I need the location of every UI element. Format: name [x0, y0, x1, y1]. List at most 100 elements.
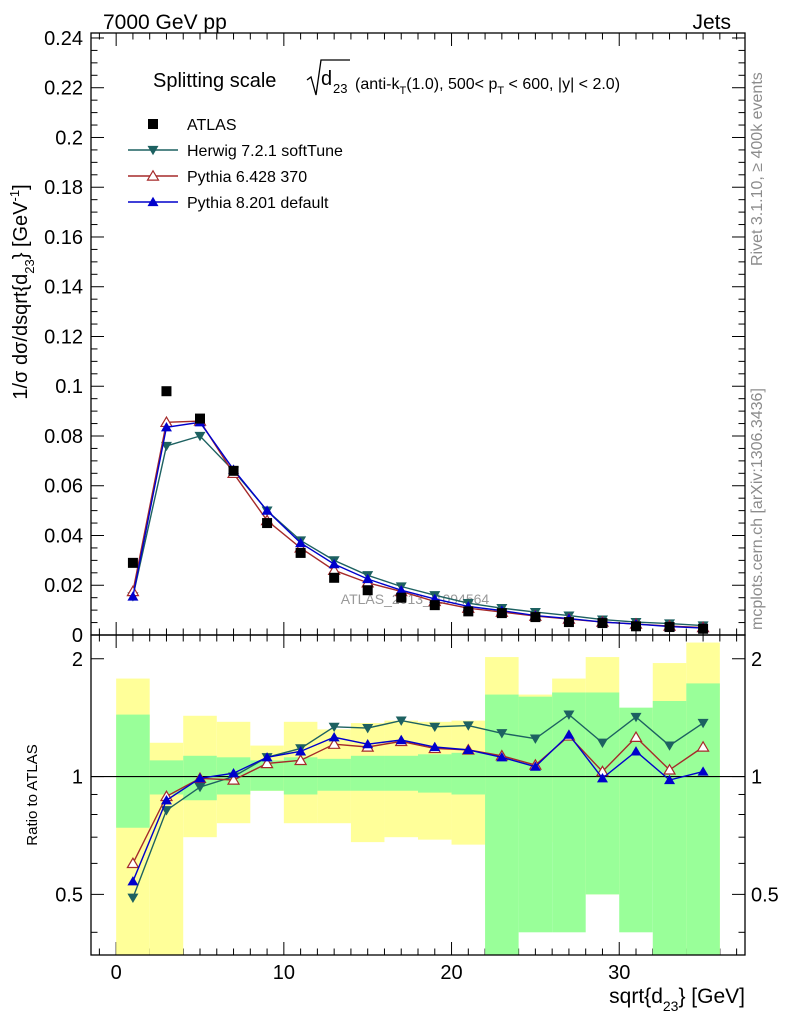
data-point	[463, 606, 474, 617]
x-tick-label: 10	[273, 962, 295, 984]
legend-label: Pythia 8.201 default	[187, 195, 329, 212]
ratio-band-inner	[686, 683, 720, 955]
ratio-band-inner	[652, 700, 687, 955]
ratio-point	[127, 893, 139, 904]
legend-label: Pythia 6.428 370	[187, 169, 307, 186]
y-tick-label: 0.14	[44, 277, 83, 299]
ratio-point	[529, 761, 541, 771]
x-tick-label: 30	[608, 962, 630, 984]
ratio-point	[462, 721, 474, 731]
ratio-point	[429, 741, 441, 752]
ratio-point	[395, 716, 407, 726]
series-line	[132, 421, 704, 629]
ratio-point	[630, 712, 642, 723]
title-symbol-sub: 23	[333, 81, 347, 96]
y-axis-label: 1/σ dσ/dsqrt{d23} [GeV-1]	[7, 184, 37, 399]
ratio-line	[132, 734, 704, 864]
series-point	[295, 537, 307, 548]
series-point	[395, 584, 407, 595]
legend-marker	[147, 196, 159, 207]
data-point	[664, 622, 675, 633]
series-point	[160, 422, 172, 432]
legend: ATLAS Herwig 7.2.1 softTune Pythia 6.428 3…	[128, 117, 343, 212]
data-point	[396, 592, 407, 603]
title-cond-part: T	[399, 85, 406, 97]
ratio-point	[260, 757, 274, 769]
ratio-tick-label: 1	[72, 767, 83, 789]
legend-marker	[147, 145, 159, 156]
main-panel: ATLAS_2013_I1094564	[90, 32, 746, 955]
legend-label-data: ATLAS	[187, 117, 237, 134]
ratio-point	[294, 753, 308, 766]
y-tick-label: 0.24	[44, 28, 83, 50]
y-tick-label: 0.12	[44, 326, 83, 348]
data-point	[563, 617, 574, 628]
series-point	[127, 591, 139, 601]
title-cond-part: T	[497, 85, 504, 97]
ratio-line	[132, 713, 704, 899]
ratio-point	[160, 795, 172, 805]
ratio-tick-label-right: 1	[751, 767, 762, 789]
ratio-point	[362, 723, 374, 734]
ratio-point	[496, 752, 508, 762]
x-tick-label: 0	[111, 962, 122, 984]
data-point	[228, 465, 239, 476]
ratio-point	[295, 746, 307, 756]
data-point	[262, 518, 273, 529]
ratio-point	[462, 744, 474, 755]
title-cond-part: (1.0), 500< p	[406, 76, 497, 93]
ratio-point	[261, 752, 273, 762]
ratio-band-inner	[317, 758, 351, 791]
axis-labels: 0 10 20 30 0 0.02 0.04 0.06 0.08 0.1 0.12 0.14 0.16 0…	[7, 28, 779, 1014]
series-line	[132, 420, 704, 629]
legend-marker	[146, 169, 160, 181]
ratio-point	[630, 746, 642, 756]
data-point	[295, 547, 306, 558]
y-tick-label: 0.1	[55, 376, 83, 398]
ratio-point	[327, 737, 341, 749]
series-point	[328, 558, 340, 569]
ratio-point	[496, 729, 508, 739]
title-sqrt-sign	[306, 59, 350, 96]
svg-text:1/σ dσ/dsqrt{d23} [GeV-1]: 1/σ dσ/dsqrt{d23} [GeV-1]	[7, 184, 37, 399]
ratio-point	[596, 738, 608, 748]
series-point	[261, 505, 273, 515]
ratio-point	[429, 722, 441, 733]
legend-label: Herwig 7.2.1 softTune	[187, 143, 343, 160]
svg-text:Rivet 3.1.10, ≥ 400k events: Rivet 3.1.10, ≥ 400k events	[749, 72, 766, 266]
mcplots-note: mcplots.cern.ch [arXiv:1306.3436]	[749, 388, 766, 630]
y-tick-label: 0.22	[44, 78, 83, 100]
y-tick-label: 0.16	[44, 227, 83, 249]
ratio-band-inner	[585, 692, 620, 895]
x-tick-label: 20	[440, 962, 462, 984]
header-left: 7000 GeV pp	[103, 11, 227, 34]
ratio-point	[328, 732, 340, 742]
data-point	[597, 618, 608, 629]
data-point	[530, 612, 541, 623]
title-cond-part: (anti-k	[355, 76, 400, 93]
ratio-tick-label-right: 0.5	[751, 884, 779, 906]
ratio-point	[194, 773, 206, 783]
y-tick-label: 0.18	[44, 177, 83, 199]
data-point	[362, 585, 373, 596]
ratio-point	[696, 740, 710, 752]
ratio-panel	[90, 634, 746, 956]
ratio-band-inner	[384, 755, 418, 791]
data-point	[631, 621, 641, 632]
ratio-point	[328, 722, 340, 733]
data-point	[161, 386, 172, 397]
ratio-point	[228, 767, 240, 778]
data-point	[496, 608, 507, 619]
ratio-band-inner	[451, 752, 486, 795]
ratio-point	[362, 738, 374, 749]
svg-text:Ratio to ATLAS: Ratio to ATLAS	[24, 744, 41, 845]
ratio-point	[194, 782, 206, 793]
ratio-point	[226, 773, 241, 785]
ratio-point	[126, 856, 140, 869]
ratio-point	[629, 730, 643, 743]
ratio-tick-label-right: 2	[751, 649, 762, 671]
title-conditions: (anti-kT(1.0), 500< pT < 600, |y| < 2.0)	[355, 76, 620, 97]
series-point	[194, 431, 206, 442]
ratio-band-inner	[418, 754, 452, 793]
